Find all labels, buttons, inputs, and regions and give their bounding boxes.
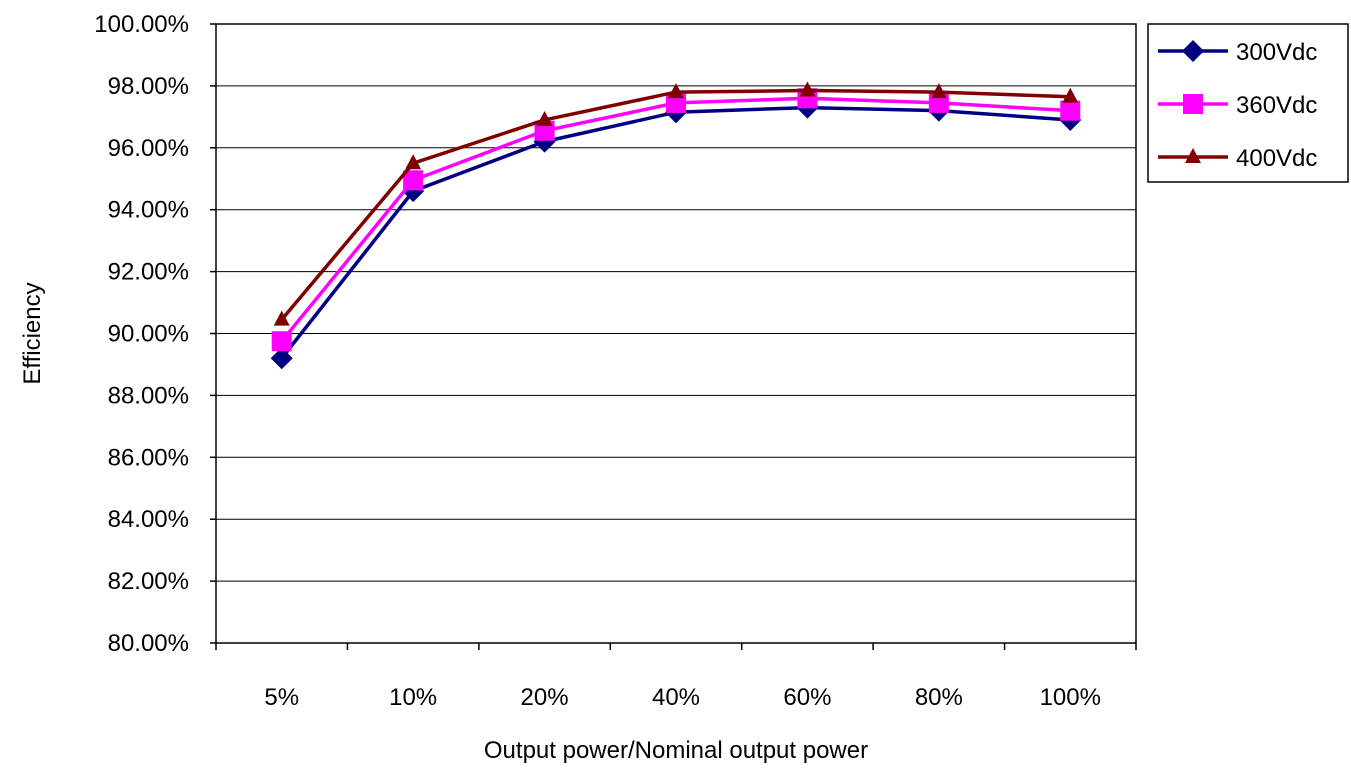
x-axis-title: Output power/Nominal output power (484, 737, 868, 764)
legend-label: 400Vdc (1236, 145, 1317, 172)
y-tick-label: 92.00% (108, 259, 189, 286)
legend-item: 360Vdc (1158, 92, 1317, 119)
series-360Vdc (271, 88, 1081, 352)
legend-item: 400Vdc (1158, 145, 1317, 172)
series-line (280, 105, 1071, 360)
legend-label: 360Vdc (1236, 92, 1317, 119)
x-tick-label: 60% (783, 684, 831, 711)
series-group (270, 81, 1082, 370)
legend-marker (1183, 94, 1203, 114)
data-point (536, 110, 553, 126)
x-tick-label: 40% (652, 684, 700, 711)
data-point (1060, 100, 1081, 121)
x-tick-label: 80% (915, 684, 963, 711)
data-point (403, 170, 424, 191)
x-tick-label: 100% (1040, 684, 1101, 711)
series-300Vdc (270, 96, 1082, 370)
y-tick-label: 96.00% (108, 135, 189, 162)
y-tick-label: 88.00% (108, 382, 189, 409)
x-axis-tick-labels: 5% 10% 20% 40% 60% 80% 100% (264, 684, 1101, 711)
y-axis-title: Efficiency (19, 282, 46, 384)
data-point (405, 154, 422, 170)
y-tick-label: 84.00% (108, 506, 189, 533)
data-point (799, 81, 816, 97)
legend-item: 300Vdc (1158, 39, 1317, 66)
legend: 300Vdc 360Vdc 400Vdc (1147, 23, 1349, 183)
y-tick-label: 100.00% (94, 11, 189, 38)
y-tick-label: 98.00% (108, 73, 189, 100)
y-tick-label: 82.00% (108, 568, 189, 595)
series-400Vdc (273, 81, 1079, 326)
data-point (270, 347, 293, 370)
legend-marker (1182, 40, 1204, 62)
x-axis-ticks (215, 643, 1137, 650)
y-tick-label: 86.00% (108, 444, 189, 471)
series-line (280, 96, 1071, 343)
x-tick-label: 10% (389, 684, 437, 711)
data-point (273, 310, 290, 326)
x-tick-label: 5% (264, 684, 299, 711)
y-tick-label: 94.00% (108, 197, 189, 224)
y-tick-label: 80.00% (108, 630, 189, 657)
x-tick-label: 20% (521, 684, 569, 711)
data-point (271, 331, 292, 352)
data-point (668, 83, 684, 99)
plot-area (215, 23, 1137, 644)
y-tick-label: 90.00% (108, 321, 189, 348)
y-axis-tick-labels: 80.00% 82.00% 84.00% 86.00% 88.00% 90.00% 92.0… (94, 11, 189, 657)
data-point (930, 83, 947, 99)
legend-marker (1185, 148, 1201, 163)
legend-label: 300Vdc (1236, 39, 1317, 66)
data-point (1062, 87, 1079, 103)
